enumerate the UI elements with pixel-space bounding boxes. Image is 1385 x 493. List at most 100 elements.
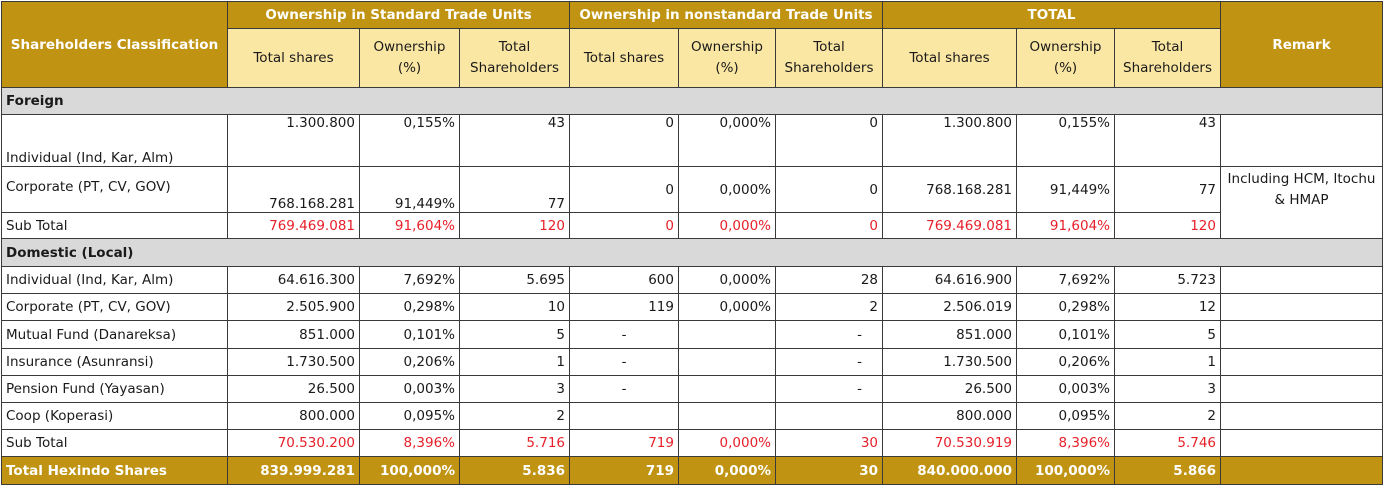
cell-total-ownership: 0,206%	[1016, 348, 1115, 376]
table-row: Corporate (PT, CV, GOV) 768.168.281 91,4…	[1, 166, 1383, 239]
cell-total-total-shares: 2.506.019	[882, 293, 1017, 321]
cell-std-ownership: 0,155%	[359, 114, 460, 167]
cell-nonstd-total-shares: 0	[569, 114, 679, 167]
cell-std-ownership: 91,449%	[359, 166, 460, 213]
cell-std-shareholders: 3	[459, 375, 570, 403]
subtotal-row-foreign: Sub Total 769.469.081 91,604% 120 0 0,00…	[1, 212, 1383, 239]
header-nonstd-total-shares: Total shares	[569, 28, 679, 88]
header-group-standard: Ownership in Standard Trade Units	[227, 1, 570, 29]
row-label: Pension Fund (Yayasan)	[1, 375, 228, 403]
cell-total-shareholders: 12	[1114, 293, 1221, 321]
cell-total-total-shares: 1.300.800	[882, 114, 1017, 167]
cell-nonstd-shareholders: -	[775, 320, 883, 349]
header-total-ownership: Ownership (%)	[1016, 28, 1115, 88]
cell-total-total-shares: 769.469.081	[882, 212, 1017, 239]
cell-remark	[1220, 348, 1383, 376]
header-group-nonstandard: Ownership in nonstandard Trade Units	[569, 1, 883, 29]
header-remark: Remark	[1220, 1, 1383, 88]
cell-total-ownership: 91,449%	[1016, 166, 1115, 213]
cell-nonstd-shareholders: 0	[775, 114, 883, 167]
cell-std-ownership: 8,396%	[359, 429, 460, 457]
cell-total-total-shares: 800.000	[882, 402, 1017, 430]
cell-nonstd-total-shares	[569, 402, 679, 430]
cell-std-ownership: 0,095%	[359, 402, 460, 430]
cell-total-total-shares: 840.000.000	[882, 456, 1017, 485]
cell-std-shareholders: 1	[459, 348, 570, 376]
cell-nonstd-shareholders: -	[775, 375, 883, 403]
cell-nonstd-ownership: 0,000%	[678, 293, 776, 321]
cell-std-total-shares: 1.730.500	[227, 348, 360, 376]
cell-nonstd-total-shares: 719	[569, 429, 679, 457]
cell-remark	[1220, 429, 1383, 457]
cell-std-total-shares: 64.616.300	[227, 266, 360, 294]
cell-nonstd-ownership: 0,000%	[678, 114, 776, 167]
cell-total-total-shares: 64.616.900	[882, 266, 1017, 294]
section-label-domestic: Domestic (Local)	[1, 238, 1383, 267]
cell-nonstd-shareholders: 0	[775, 166, 883, 213]
cell-nonstd-shareholders: 0	[775, 212, 883, 239]
cell-total-total-shares: 768.168.281	[882, 166, 1017, 213]
cell-nonstd-ownership	[678, 348, 776, 376]
cell-nonstd-ownership: 0,000%	[678, 429, 776, 457]
row-label: Insurance (Asunransi)	[1, 348, 228, 376]
cell-nonstd-total-shares: 0	[569, 212, 679, 239]
subtotal-row-domestic: Sub Total 70.530.200 8,396% 5.716 719 0,…	[1, 429, 1383, 457]
cell-std-total-shares: 768.168.281	[227, 166, 360, 213]
cell-std-total-shares: 851.000	[227, 320, 360, 349]
table-row: Pension Fund (Yayasan) 26.500 0,003% 3 -…	[1, 375, 1383, 403]
cell-total-shareholders: 77	[1114, 166, 1221, 213]
cell-total-ownership: 7,692%	[1016, 266, 1115, 294]
header-classification: Shareholders Classification	[1, 1, 228, 88]
table-row: Individual (Ind, Kar, Alm) 64.616.300 7,…	[1, 266, 1383, 294]
row-label: Total Hexindo Shares	[1, 456, 228, 485]
header-total-total-shareholders: Total Shareholders	[1114, 28, 1221, 88]
row-label: Corporate (PT, CV, GOV)	[1, 166, 228, 213]
cell-total-shareholders: 43	[1114, 114, 1221, 167]
cell-std-total-shares: 800.000	[227, 402, 360, 430]
cell-nonstd-ownership	[678, 320, 776, 349]
cell-total-shareholders: 3	[1114, 375, 1221, 403]
table-row: Corporate (PT, CV, GOV) 2.505.900 0,298%…	[1, 293, 1383, 321]
cell-std-ownership: 91,604%	[359, 212, 460, 239]
cell-std-total-shares: 839.999.281	[227, 456, 360, 485]
table-row: Insurance (Asunransi) 1.730.500 0,206% 1…	[1, 348, 1383, 376]
table-row: Coop (Koperasi) 800.000 0,095% 2 800.000…	[1, 402, 1383, 430]
cell-std-shareholders: 5.836	[459, 456, 570, 485]
table-row: Mutual Fund (Danareksa) 851.000 0,101% 5…	[1, 320, 1383, 349]
row-label: Sub Total	[1, 212, 228, 239]
header-total-total-shares: Total shares	[882, 28, 1017, 88]
cell-std-shareholders: 5	[459, 320, 570, 349]
cell-total-shareholders: 120	[1114, 212, 1221, 239]
cell-std-ownership: 100,000%	[359, 456, 460, 485]
cell-total-total-shares: 1.730.500	[882, 348, 1017, 376]
cell-std-total-shares: 2.505.900	[227, 293, 360, 321]
cell-std-ownership: 7,692%	[359, 266, 460, 294]
cell-nonstd-ownership: 0,000%	[678, 456, 776, 485]
header-std-ownership: Ownership (%)	[359, 28, 460, 88]
cell-nonstd-total-shares: -	[569, 348, 679, 376]
cell-nonstd-total-shares: 719	[569, 456, 679, 485]
header-nonstd-total-shareholders: Total Shareholders	[775, 28, 883, 88]
cell-nonstd-shareholders: 2	[775, 293, 883, 321]
cell-std-total-shares: 1.300.800	[227, 114, 360, 167]
row-label: Corporate (PT, CV, GOV)	[1, 293, 228, 321]
cell-std-total-shares: 769.469.081	[227, 212, 360, 239]
section-row-foreign: Foreign	[1, 87, 1383, 115]
header-std-total-shares: Total shares	[227, 28, 360, 88]
header-nonstd-ownership: Ownership (%)	[678, 28, 776, 88]
section-row-domestic: Domestic (Local)	[1, 238, 1383, 267]
row-label: Individual (Ind, Kar, Alm)	[1, 266, 228, 294]
cell-nonstd-shareholders: -	[775, 348, 883, 376]
cell-total-shareholders: 5	[1114, 320, 1221, 349]
header-std-total-shareholders: Total Shareholders	[459, 28, 570, 88]
cell-total-total-shares: 26.500	[882, 375, 1017, 403]
cell-nonstd-ownership: 0,000%	[678, 212, 776, 239]
cell-remark	[1220, 456, 1383, 485]
row-label: Sub Total	[1, 429, 228, 457]
row-label: Coop (Koperasi)	[1, 402, 228, 430]
cell-remark	[1220, 114, 1383, 167]
cell-total-shareholders: 5.746	[1114, 429, 1221, 457]
cell-std-total-shares: 26.500	[227, 375, 360, 403]
cell-nonstd-total-shares: -	[569, 320, 679, 349]
cell-total-shareholders: 2	[1114, 402, 1221, 430]
